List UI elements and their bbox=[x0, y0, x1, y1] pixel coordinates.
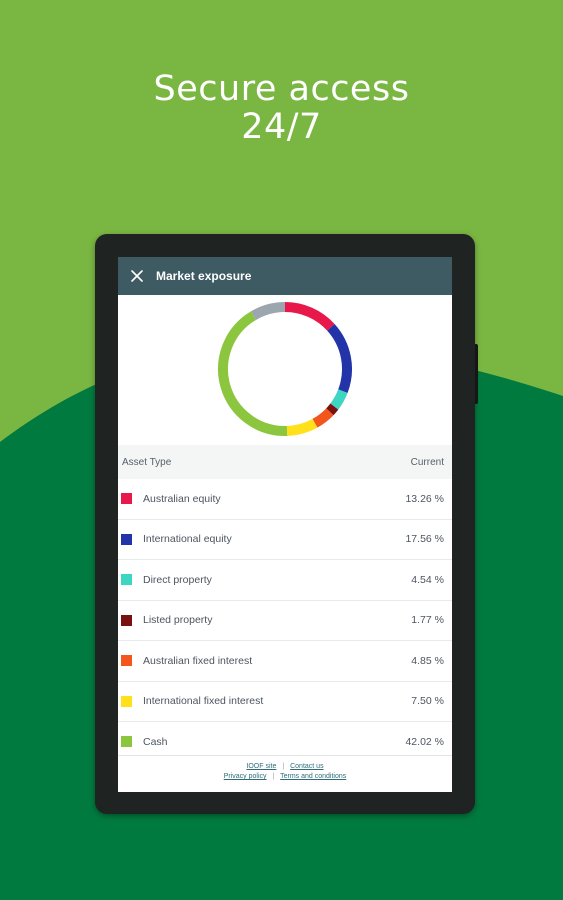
table-row[interactable]: Australian equity 13.26 % bbox=[118, 479, 452, 520]
color-swatch bbox=[121, 695, 132, 707]
donut-chart bbox=[218, 302, 352, 436]
asset-name: Australian equity bbox=[143, 492, 221, 505]
color-swatch bbox=[121, 736, 132, 748]
table-row[interactable]: Australian fixed interest 4.85 % bbox=[118, 641, 452, 682]
close-icon bbox=[131, 270, 143, 282]
table-row[interactable]: Listed property 1.77 % bbox=[118, 601, 452, 641]
asset-name: International fixed interest bbox=[143, 695, 264, 708]
headline-line-2: 24/7 bbox=[241, 107, 322, 147]
privacy-policy-link[interactable]: Privacy policy bbox=[223, 773, 267, 780]
footer-separator: | bbox=[272, 773, 275, 780]
tablet-screen: Market exposure Asset Type Current Austr… bbox=[118, 257, 452, 792]
tablet-side-button bbox=[475, 344, 478, 404]
column-header-current: Current bbox=[410, 456, 444, 468]
contact-us-link[interactable]: Contact us bbox=[290, 763, 324, 770]
donut-slice-international-fixed-interest bbox=[286, 418, 318, 436]
headline-line-1: Secure access bbox=[153, 69, 410, 109]
asset-value: 4.85 % bbox=[411, 654, 444, 667]
donut-slice-cash bbox=[218, 311, 288, 436]
donut-slice-international-equity bbox=[327, 323, 352, 393]
asset-value: 4.54 % bbox=[411, 573, 444, 586]
donut-slice-other bbox=[250, 302, 286, 321]
asset-value: 42.02 % bbox=[405, 735, 444, 748]
color-swatch bbox=[121, 655, 132, 667]
footer-links: IOOF site | Contact us Privacy policy | … bbox=[118, 755, 452, 792]
table-row[interactable]: International fixed interest 7.50 % bbox=[118, 682, 452, 722]
asset-value: 17.56 % bbox=[405, 533, 444, 546]
asset-name: Listed property bbox=[143, 614, 213, 627]
asset-value: 1.77 % bbox=[411, 614, 444, 627]
table-header: Asset Type Current bbox=[118, 445, 452, 479]
page-title: Market exposure bbox=[156, 269, 252, 283]
asset-name: International equity bbox=[143, 533, 232, 546]
asset-name: Direct property bbox=[143, 573, 212, 586]
color-swatch bbox=[121, 533, 132, 545]
donut-slice-australian-equity bbox=[284, 302, 335, 331]
promo-headline: Secure access 24/7 bbox=[0, 70, 563, 146]
table-row[interactable]: Direct property 4.54 % bbox=[118, 560, 452, 601]
app-header: Market exposure bbox=[118, 257, 452, 295]
donut-slice-australian-fixed-interest bbox=[312, 408, 334, 428]
footer-separator: | bbox=[282, 763, 285, 770]
ioof-site-link[interactable]: IOOF site bbox=[246, 763, 277, 770]
asset-table: Australian equity 13.26 % International … bbox=[118, 479, 452, 763]
table-row[interactable]: International equity 17.56 % bbox=[118, 520, 452, 560]
column-header-asset-type: Asset Type bbox=[122, 456, 172, 468]
asset-value: 7.50 % bbox=[411, 695, 444, 708]
color-swatch bbox=[121, 574, 132, 586]
color-swatch bbox=[121, 493, 132, 505]
terms-link[interactable]: Terms and conditions bbox=[280, 773, 347, 780]
donut-slice-listed-property bbox=[326, 403, 339, 416]
close-button[interactable] bbox=[118, 257, 156, 295]
color-swatch bbox=[121, 614, 132, 626]
market-exposure-chart bbox=[118, 295, 452, 445]
donut-slice-direct-property bbox=[330, 389, 348, 410]
asset-name: Australian fixed interest bbox=[143, 654, 253, 667]
asset-value: 13.26 % bbox=[405, 492, 444, 505]
asset-name: Cash bbox=[143, 735, 168, 748]
tablet-device: Market exposure Asset Type Current Austr… bbox=[95, 234, 478, 814]
